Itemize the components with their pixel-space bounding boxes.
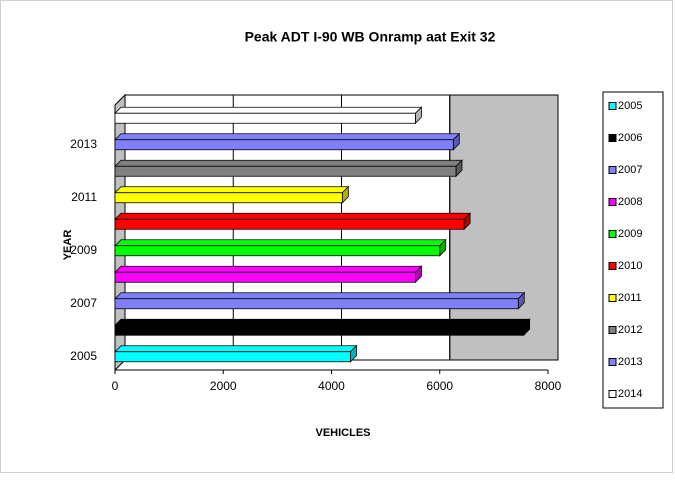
x-tick-label: 4000 [318,379,345,393]
bar [114,324,525,336]
legend-swatch [608,358,617,366]
bar-end-shade [523,319,530,336]
bar-top [114,133,461,141]
bar-end-shade [464,213,471,230]
legend-label: 2007 [618,164,642,176]
legend-label: 2008 [618,196,642,208]
bar [114,298,519,310]
bar-top [114,239,447,247]
legend-label: 2010 [618,260,642,272]
legend-label: 2006 [618,132,642,144]
bar-top [114,292,526,300]
x-axis-label: VEHICLES [315,427,370,439]
bar [114,192,343,204]
bar [114,112,416,124]
bar-end-shade [415,107,422,124]
x-tick-label: 8000 [535,379,562,393]
y-tick-label: 2007 [70,296,97,310]
bar [114,271,416,283]
legend-swatch [608,102,617,110]
bar-end-shade [342,186,349,203]
bar-top [114,106,423,114]
legend-label: 2011 [618,292,642,304]
bar-end-shade [455,160,462,177]
chart-title: Peak ADT I-90 WB Onramp aat Exit 32 [245,29,496,45]
legend-swatch [608,230,617,238]
bar-end-shade [439,239,446,256]
y-tick-label: 2013 [70,137,97,151]
bar [114,245,441,257]
bar-top [114,345,358,353]
bar-top [114,212,472,220]
bar-end-shade [453,133,460,150]
legend-label: 2005 [618,100,642,112]
bar [114,218,465,230]
legend-label: 2009 [618,228,642,240]
y-axis-label: YEAR [62,230,74,261]
legend-box [602,91,664,409]
bar-top [114,186,350,194]
bar [114,351,351,363]
legend-label: 2013 [618,356,642,368]
bar [114,165,457,177]
legend-swatch [608,166,617,174]
bar-end-shade [415,266,422,283]
legend-label: 2014 [618,388,642,400]
legend-swatch [608,294,617,302]
y-tick-label: 2009 [70,243,97,257]
bar-end-shade [350,345,357,362]
legend-swatch [608,198,617,206]
y-tick-label: 2005 [70,349,97,363]
bar [114,139,454,151]
x-tick-label: 2000 [210,379,237,393]
legend-swatch [608,390,617,398]
legend-swatch [608,262,617,270]
y-tick-label: 2011 [71,190,97,204]
legend-swatch [608,134,617,142]
x-tick-label: 0 [112,379,119,393]
legend-swatch [608,326,617,334]
bar-top [114,159,463,167]
bar-top [114,318,531,326]
x-tick-label: 6000 [426,379,453,393]
bar-top [114,265,423,273]
bar-end-shade [518,292,525,309]
legend-label: 2012 [618,324,642,336]
